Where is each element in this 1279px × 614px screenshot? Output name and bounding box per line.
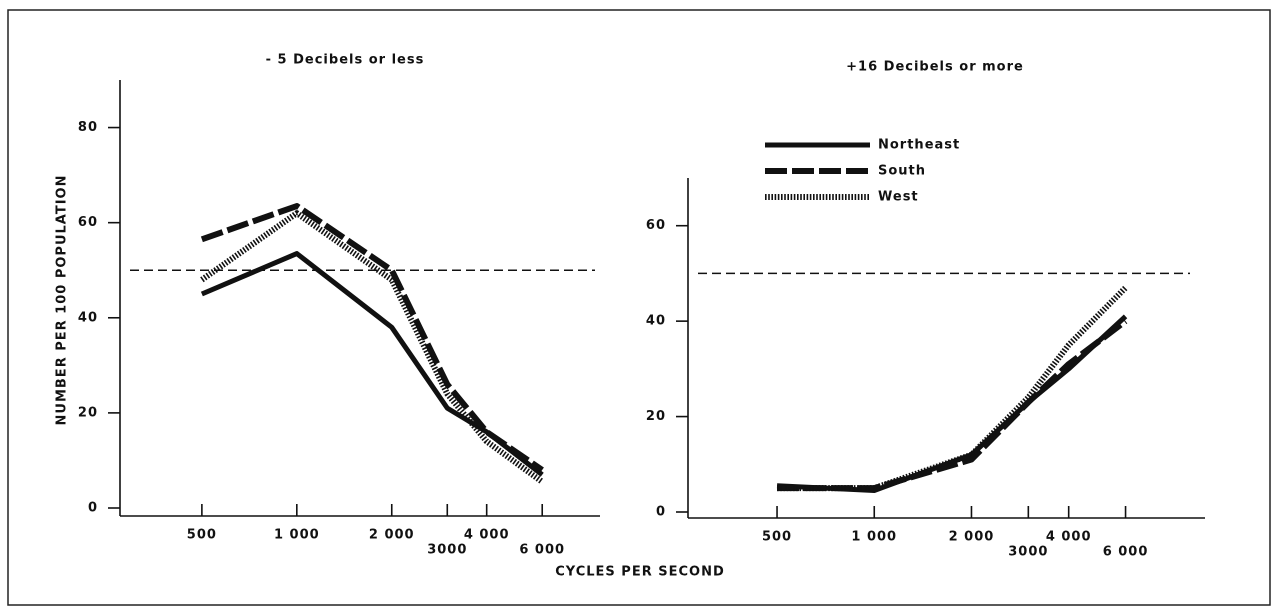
legend-label: Northeast — [878, 138, 960, 153]
y-tick-label: 60 — [78, 215, 98, 230]
y-tick-label: 20 — [78, 405, 98, 420]
chart-title: +16 Decibels or more — [846, 60, 1024, 75]
y-tick-label: 60 — [646, 218, 666, 233]
y-tick-label: 20 — [646, 409, 666, 424]
chart-title: - 5 Decibels or less — [266, 53, 425, 68]
x-tick-label: 3000 — [1008, 545, 1048, 560]
x-tick-label: 500 — [187, 528, 217, 543]
frame — [7, 9, 1271, 606]
legend-label: South — [878, 164, 926, 179]
x-tick-label: 2 000 — [369, 528, 415, 543]
x-tick-label: 1 000 — [274, 528, 320, 543]
y-tick-label: 40 — [78, 310, 98, 325]
x-axis-label: CYCLES PER SECOND — [555, 565, 725, 580]
data-line — [200, 210, 544, 485]
y-tick-label: 0 — [88, 501, 98, 516]
x-tick-label: 4 000 — [1046, 530, 1092, 545]
y-tick-label: 80 — [78, 120, 98, 135]
x-tick-label: 3000 — [427, 543, 467, 558]
x-tick-label: 2 000 — [949, 530, 995, 545]
legend-label: West — [878, 190, 919, 205]
x-tick-label: 4 000 — [464, 528, 510, 543]
data-line — [200, 203, 544, 473]
x-tick-label: 500 — [762, 530, 792, 545]
y-tick-label: 0 — [656, 505, 666, 520]
data-line — [777, 318, 1128, 492]
data-line — [777, 285, 1128, 492]
data-line — [200, 251, 544, 477]
y-axis-label: NUMBER PER 100 POPULATION — [55, 175, 70, 426]
x-tick-label: 6 000 — [519, 543, 565, 558]
x-tick-label: 1 000 — [851, 530, 897, 545]
x-tick-label: 6 000 — [1103, 545, 1149, 560]
y-tick-label: 40 — [646, 314, 666, 329]
